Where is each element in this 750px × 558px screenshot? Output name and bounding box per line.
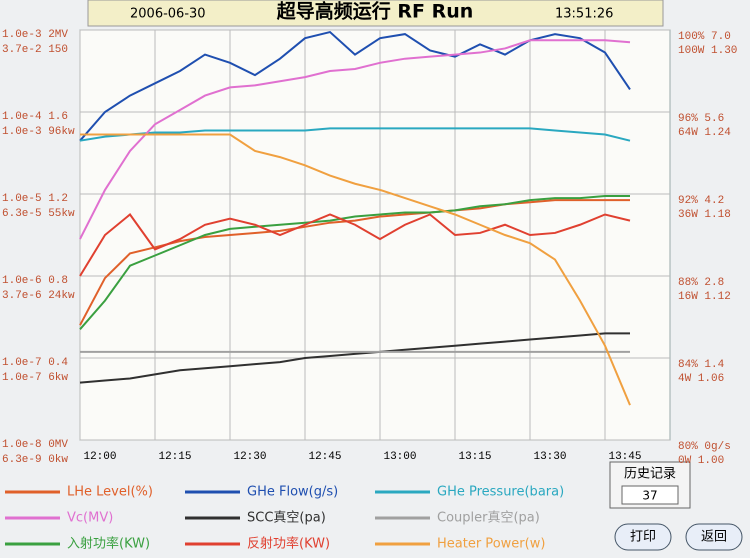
plot-area bbox=[79, 29, 671, 441]
y-sublabel: 4W 1.06 bbox=[678, 373, 724, 385]
header-date: 2006-06-30 bbox=[130, 7, 206, 22]
series-line bbox=[80, 133, 631, 406]
series-line bbox=[79, 332, 630, 384]
y-left-label: 1.0e-3 96kw bbox=[2, 126, 75, 138]
x-tick-label: 13:00 bbox=[383, 451, 416, 463]
print-button[interactable] bbox=[614, 523, 672, 551]
x-tick-label: 13:45 bbox=[608, 451, 641, 463]
y-left-label: 6.3e-9 0kw bbox=[2, 454, 68, 466]
y-left-label: 3.7e-6 24kw bbox=[2, 290, 75, 302]
y-sublabel: 36W 1.18 bbox=[678, 209, 731, 221]
y-left-label: 6.3e-5 55kw bbox=[2, 208, 75, 220]
series-line bbox=[79, 213, 631, 277]
y-tick-label: 96% 5.6 bbox=[678, 113, 724, 125]
y-tick-label: 100% 7.0 bbox=[678, 31, 731, 43]
y-tick-label: 80% 0g/s bbox=[678, 441, 731, 453]
series-line bbox=[79, 39, 631, 240]
header-time: 13:51:26 bbox=[555, 7, 613, 22]
legend-label: Vc(MV) bbox=[67, 511, 113, 526]
x-tick-label: 12:00 bbox=[83, 451, 116, 463]
history-count: 37 bbox=[642, 489, 657, 503]
x-tick-label: 12:30 bbox=[233, 451, 266, 463]
header-title: 超导高频运行 RF Run bbox=[276, 0, 474, 23]
y-left-label: 1.0e-7 6kw bbox=[2, 372, 68, 384]
series-line bbox=[79, 30, 631, 142]
x-tick-label: 12:45 bbox=[308, 451, 341, 463]
series-line bbox=[79, 127, 631, 142]
y-tick-label: 84% 1.4 bbox=[678, 359, 725, 371]
y-left-label: 1.0e-3 2MV bbox=[2, 29, 68, 41]
history-field bbox=[621, 485, 679, 505]
legend-label: Coupler真空(pa) bbox=[437, 511, 540, 526]
x-tick-label: 13:30 bbox=[533, 451, 566, 463]
history-title: 历史记录 bbox=[624, 467, 676, 482]
legend-label: GHe Pressure(bara) bbox=[437, 485, 564, 500]
y-sublabel: 100W 1.30 bbox=[678, 45, 737, 57]
y-left-label: 1.0e-6 0.8 bbox=[2, 275, 68, 287]
y-left-label: 3.7e-2 150 bbox=[2, 44, 68, 56]
legend-label: Heater Power(w) bbox=[437, 537, 545, 552]
y-sublabel: 64W 1.24 bbox=[678, 127, 731, 139]
y-tick-label: 88% 2.8 bbox=[678, 277, 724, 289]
back-label: 返回 bbox=[701, 530, 727, 545]
legend-label: GHe Flow(g/s) bbox=[247, 485, 338, 500]
y-sublabel: 16W 1.12 bbox=[678, 291, 731, 303]
x-tick-label: 12:15 bbox=[158, 451, 191, 463]
legend-label: SCC真空(pa) bbox=[247, 511, 326, 526]
y-tick-label: 92% 4.2 bbox=[678, 195, 724, 207]
y-left-label: 1.0e-7 0.4 bbox=[2, 357, 68, 369]
y-left-label: 1.0e-8 0MV bbox=[2, 439, 68, 451]
legend-label: 反射功率(KW) bbox=[247, 536, 330, 552]
legend-label: 入射功率(KW) bbox=[67, 536, 150, 552]
y-sublabel: 0W 1.00 bbox=[678, 455, 724, 467]
x-tick-label: 13:15 bbox=[458, 451, 491, 463]
series-line bbox=[79, 195, 630, 330]
legend-label: LHe Level(%) bbox=[67, 485, 153, 500]
header-bar bbox=[87, 0, 664, 27]
print-label: 打印 bbox=[630, 530, 656, 545]
y-left-label: 1.0e-4 1.6 bbox=[2, 111, 68, 123]
y-left-label: 1.0e-5 1.2 bbox=[2, 193, 68, 205]
back-button[interactable] bbox=[685, 523, 743, 551]
